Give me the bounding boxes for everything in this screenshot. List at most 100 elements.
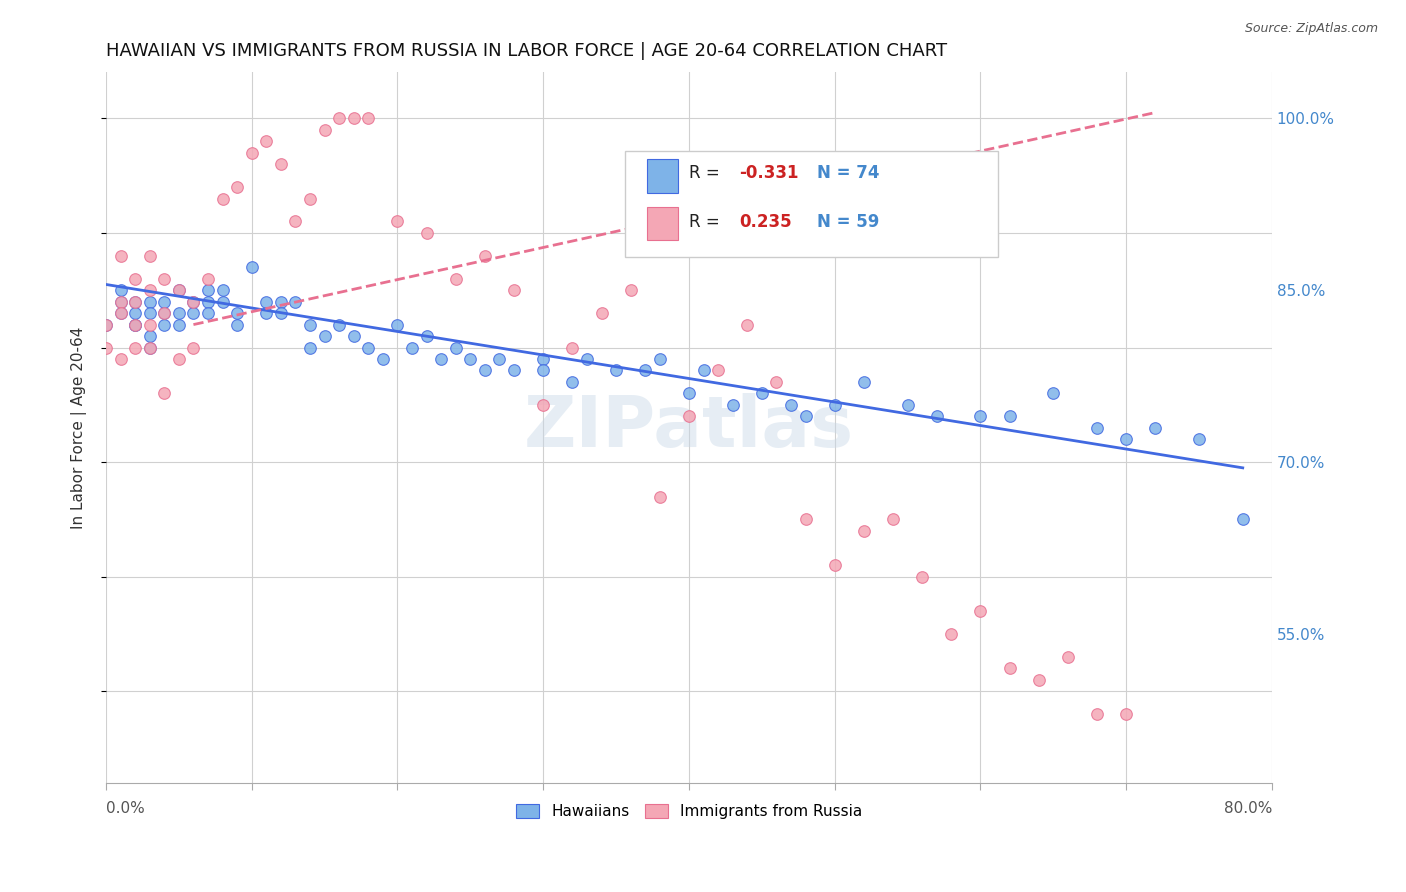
- Point: [1085, 421, 1108, 435]
- Point: [138, 283, 160, 297]
- Point: [925, 409, 948, 424]
- FancyBboxPatch shape: [647, 159, 679, 193]
- Point: [94, 318, 117, 332]
- Point: [852, 524, 875, 538]
- Point: [153, 306, 176, 320]
- Point: [387, 214, 409, 228]
- Point: [561, 341, 583, 355]
- Point: [1057, 650, 1080, 665]
- Point: [197, 306, 219, 320]
- Point: [167, 351, 190, 366]
- Point: [591, 306, 613, 320]
- Point: [387, 318, 409, 332]
- Point: [153, 306, 176, 320]
- Point: [138, 341, 160, 355]
- FancyBboxPatch shape: [647, 207, 679, 240]
- Point: [110, 294, 132, 309]
- Point: [284, 294, 307, 309]
- Point: [415, 226, 437, 240]
- Legend: Hawaiians, Immigrants from Russia: Hawaiians, Immigrants from Russia: [510, 797, 868, 825]
- Point: [167, 318, 190, 332]
- Point: [240, 145, 263, 160]
- Point: [969, 604, 991, 618]
- Point: [1144, 421, 1167, 435]
- Point: [751, 386, 773, 401]
- Point: [254, 134, 277, 148]
- Point: [226, 318, 249, 332]
- Point: [678, 386, 700, 401]
- Point: [941, 627, 963, 641]
- Text: -0.331: -0.331: [740, 164, 799, 182]
- Text: N = 59: N = 59: [817, 212, 880, 231]
- Point: [531, 363, 554, 377]
- Point: [153, 271, 176, 285]
- Point: [299, 341, 322, 355]
- Point: [634, 363, 657, 377]
- Point: [648, 490, 671, 504]
- Point: [415, 329, 437, 343]
- Point: [531, 351, 554, 366]
- Point: [240, 260, 263, 275]
- Point: [401, 341, 423, 355]
- Y-axis label: In Labor Force | Age 20-64: In Labor Force | Age 20-64: [72, 326, 87, 529]
- Point: [94, 341, 117, 355]
- Point: [138, 249, 160, 263]
- Point: [444, 341, 467, 355]
- Point: [254, 294, 277, 309]
- Point: [1115, 707, 1137, 722]
- Point: [314, 122, 336, 136]
- Text: 0.0%: 0.0%: [105, 801, 145, 816]
- Point: [124, 318, 146, 332]
- Point: [531, 398, 554, 412]
- Point: [138, 294, 160, 309]
- Point: [167, 283, 190, 297]
- Point: [94, 318, 117, 332]
- Point: [1028, 673, 1050, 687]
- Point: [110, 283, 132, 297]
- Point: [138, 306, 160, 320]
- Point: [167, 283, 190, 297]
- Text: N = 74: N = 74: [817, 164, 880, 182]
- Point: [357, 112, 380, 126]
- Point: [824, 558, 846, 573]
- Point: [328, 112, 350, 126]
- Point: [1085, 707, 1108, 722]
- Point: [882, 512, 904, 526]
- Point: [460, 351, 482, 366]
- Point: [503, 283, 526, 297]
- Point: [605, 363, 627, 377]
- Point: [138, 329, 160, 343]
- Point: [1232, 512, 1254, 526]
- Point: [969, 409, 991, 424]
- Point: [575, 351, 598, 366]
- Point: [561, 375, 583, 389]
- Point: [153, 386, 176, 401]
- Point: [707, 363, 730, 377]
- Point: [167, 306, 190, 320]
- Point: [124, 294, 146, 309]
- Point: [110, 306, 132, 320]
- Point: [371, 351, 394, 366]
- Point: [328, 318, 350, 332]
- Point: [474, 249, 496, 263]
- Point: [270, 306, 292, 320]
- Point: [343, 112, 366, 126]
- Point: [314, 329, 336, 343]
- FancyBboxPatch shape: [624, 151, 998, 257]
- Point: [794, 512, 817, 526]
- Point: [474, 363, 496, 377]
- Point: [124, 271, 146, 285]
- Point: [911, 570, 934, 584]
- Point: [488, 351, 510, 366]
- Point: [183, 341, 205, 355]
- Point: [299, 192, 322, 206]
- Point: [430, 351, 453, 366]
- Point: [299, 318, 322, 332]
- Point: [780, 398, 803, 412]
- Point: [357, 341, 380, 355]
- Point: [110, 249, 132, 263]
- Point: [110, 306, 132, 320]
- Point: [254, 306, 277, 320]
- Point: [197, 271, 219, 285]
- Point: [620, 283, 643, 297]
